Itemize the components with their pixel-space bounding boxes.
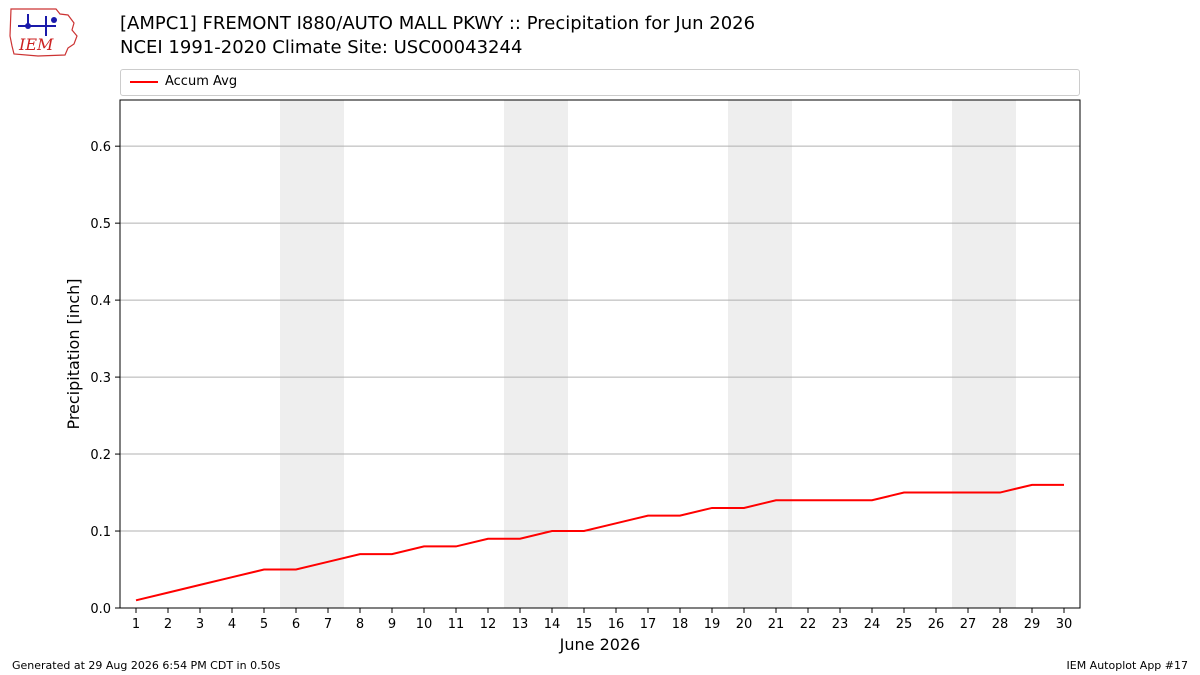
x-tick-label: 1 — [132, 617, 140, 632]
x-tick-label: 3 — [196, 617, 204, 632]
generated-timestamp: Generated at 29 Aug 2026 6:54 PM CDT in … — [12, 659, 281, 672]
legend-swatch-accum-avg — [130, 81, 158, 83]
x-tick-label: 21 — [768, 617, 785, 632]
y-axis-label: Precipitation [inch] — [64, 278, 83, 429]
x-tick-label: 26 — [928, 617, 945, 632]
x-tick-label: 4 — [228, 617, 236, 632]
x-tick-label: 23 — [832, 617, 849, 632]
x-tick-label: 9 — [388, 617, 396, 632]
legend-label-accum-avg: Accum Avg — [165, 74, 238, 89]
chart-subtitle: NCEI 1991-2020 Climate Site: USC00043244 — [120, 37, 523, 58]
plot-frame — [119, 99, 1081, 609]
x-tick-label: 19 — [704, 617, 721, 632]
plot-area — [120, 100, 1080, 608]
x-tick-label: 17 — [640, 617, 657, 632]
x-tick-label: 8 — [356, 617, 364, 632]
x-tick-label: 12 — [480, 617, 497, 632]
x-tick-label: 10 — [416, 617, 433, 632]
y-tick-label: 0.2 — [90, 448, 111, 463]
weekend-band — [728, 100, 792, 608]
chart-legend: Accum Avg — [120, 69, 1080, 96]
y-tick-label: 0.4 — [90, 294, 111, 309]
x-tick-label: 30 — [1056, 617, 1073, 632]
weekend-band — [504, 100, 568, 608]
x-tick-label: 18 — [672, 617, 689, 632]
app-credit: IEM Autoplot App #17 — [1066, 659, 1189, 672]
series-line-accum-avg — [135, 483, 1064, 602]
x-tick-label: 20 — [736, 617, 753, 632]
x-tick-label: 7 — [324, 617, 332, 632]
y-tick-label: 0.0 — [90, 602, 111, 617]
x-tick-label: 2 — [164, 617, 172, 632]
x-tick-label: 29 — [1024, 617, 1041, 632]
y-tick-label: 0.5 — [90, 217, 111, 232]
logo-text: IEM — [18, 35, 54, 54]
x-tick-label: 25 — [896, 617, 913, 632]
x-tick-label: 22 — [800, 617, 817, 632]
x-tick-label: 11 — [448, 617, 465, 632]
chart-title: [AMPC1] FREMONT I880/AUTO MALL PKWY :: P… — [120, 13, 756, 34]
x-tick-label: 5 — [260, 617, 268, 632]
x-tick-label: 24 — [864, 617, 881, 632]
x-axis-label: June 2026 — [559, 635, 641, 654]
x-tick-label: 16 — [608, 617, 625, 632]
x-tick-label: 27 — [960, 617, 977, 632]
y-tick-label: 0.1 — [90, 525, 111, 540]
x-tick-label: 28 — [992, 617, 1009, 632]
y-tick-label: 0.3 — [90, 371, 111, 386]
x-tick-label: 6 — [292, 617, 300, 632]
weekend-band — [952, 100, 1016, 608]
y-tick-label: 0.6 — [90, 140, 111, 155]
x-tick-label: 13 — [512, 617, 529, 632]
x-tick-label: 15 — [576, 617, 593, 632]
weekend-band — [280, 100, 344, 608]
x-tick-label: 14 — [544, 617, 561, 632]
iem-logo: IEM — [9, 8, 78, 57]
